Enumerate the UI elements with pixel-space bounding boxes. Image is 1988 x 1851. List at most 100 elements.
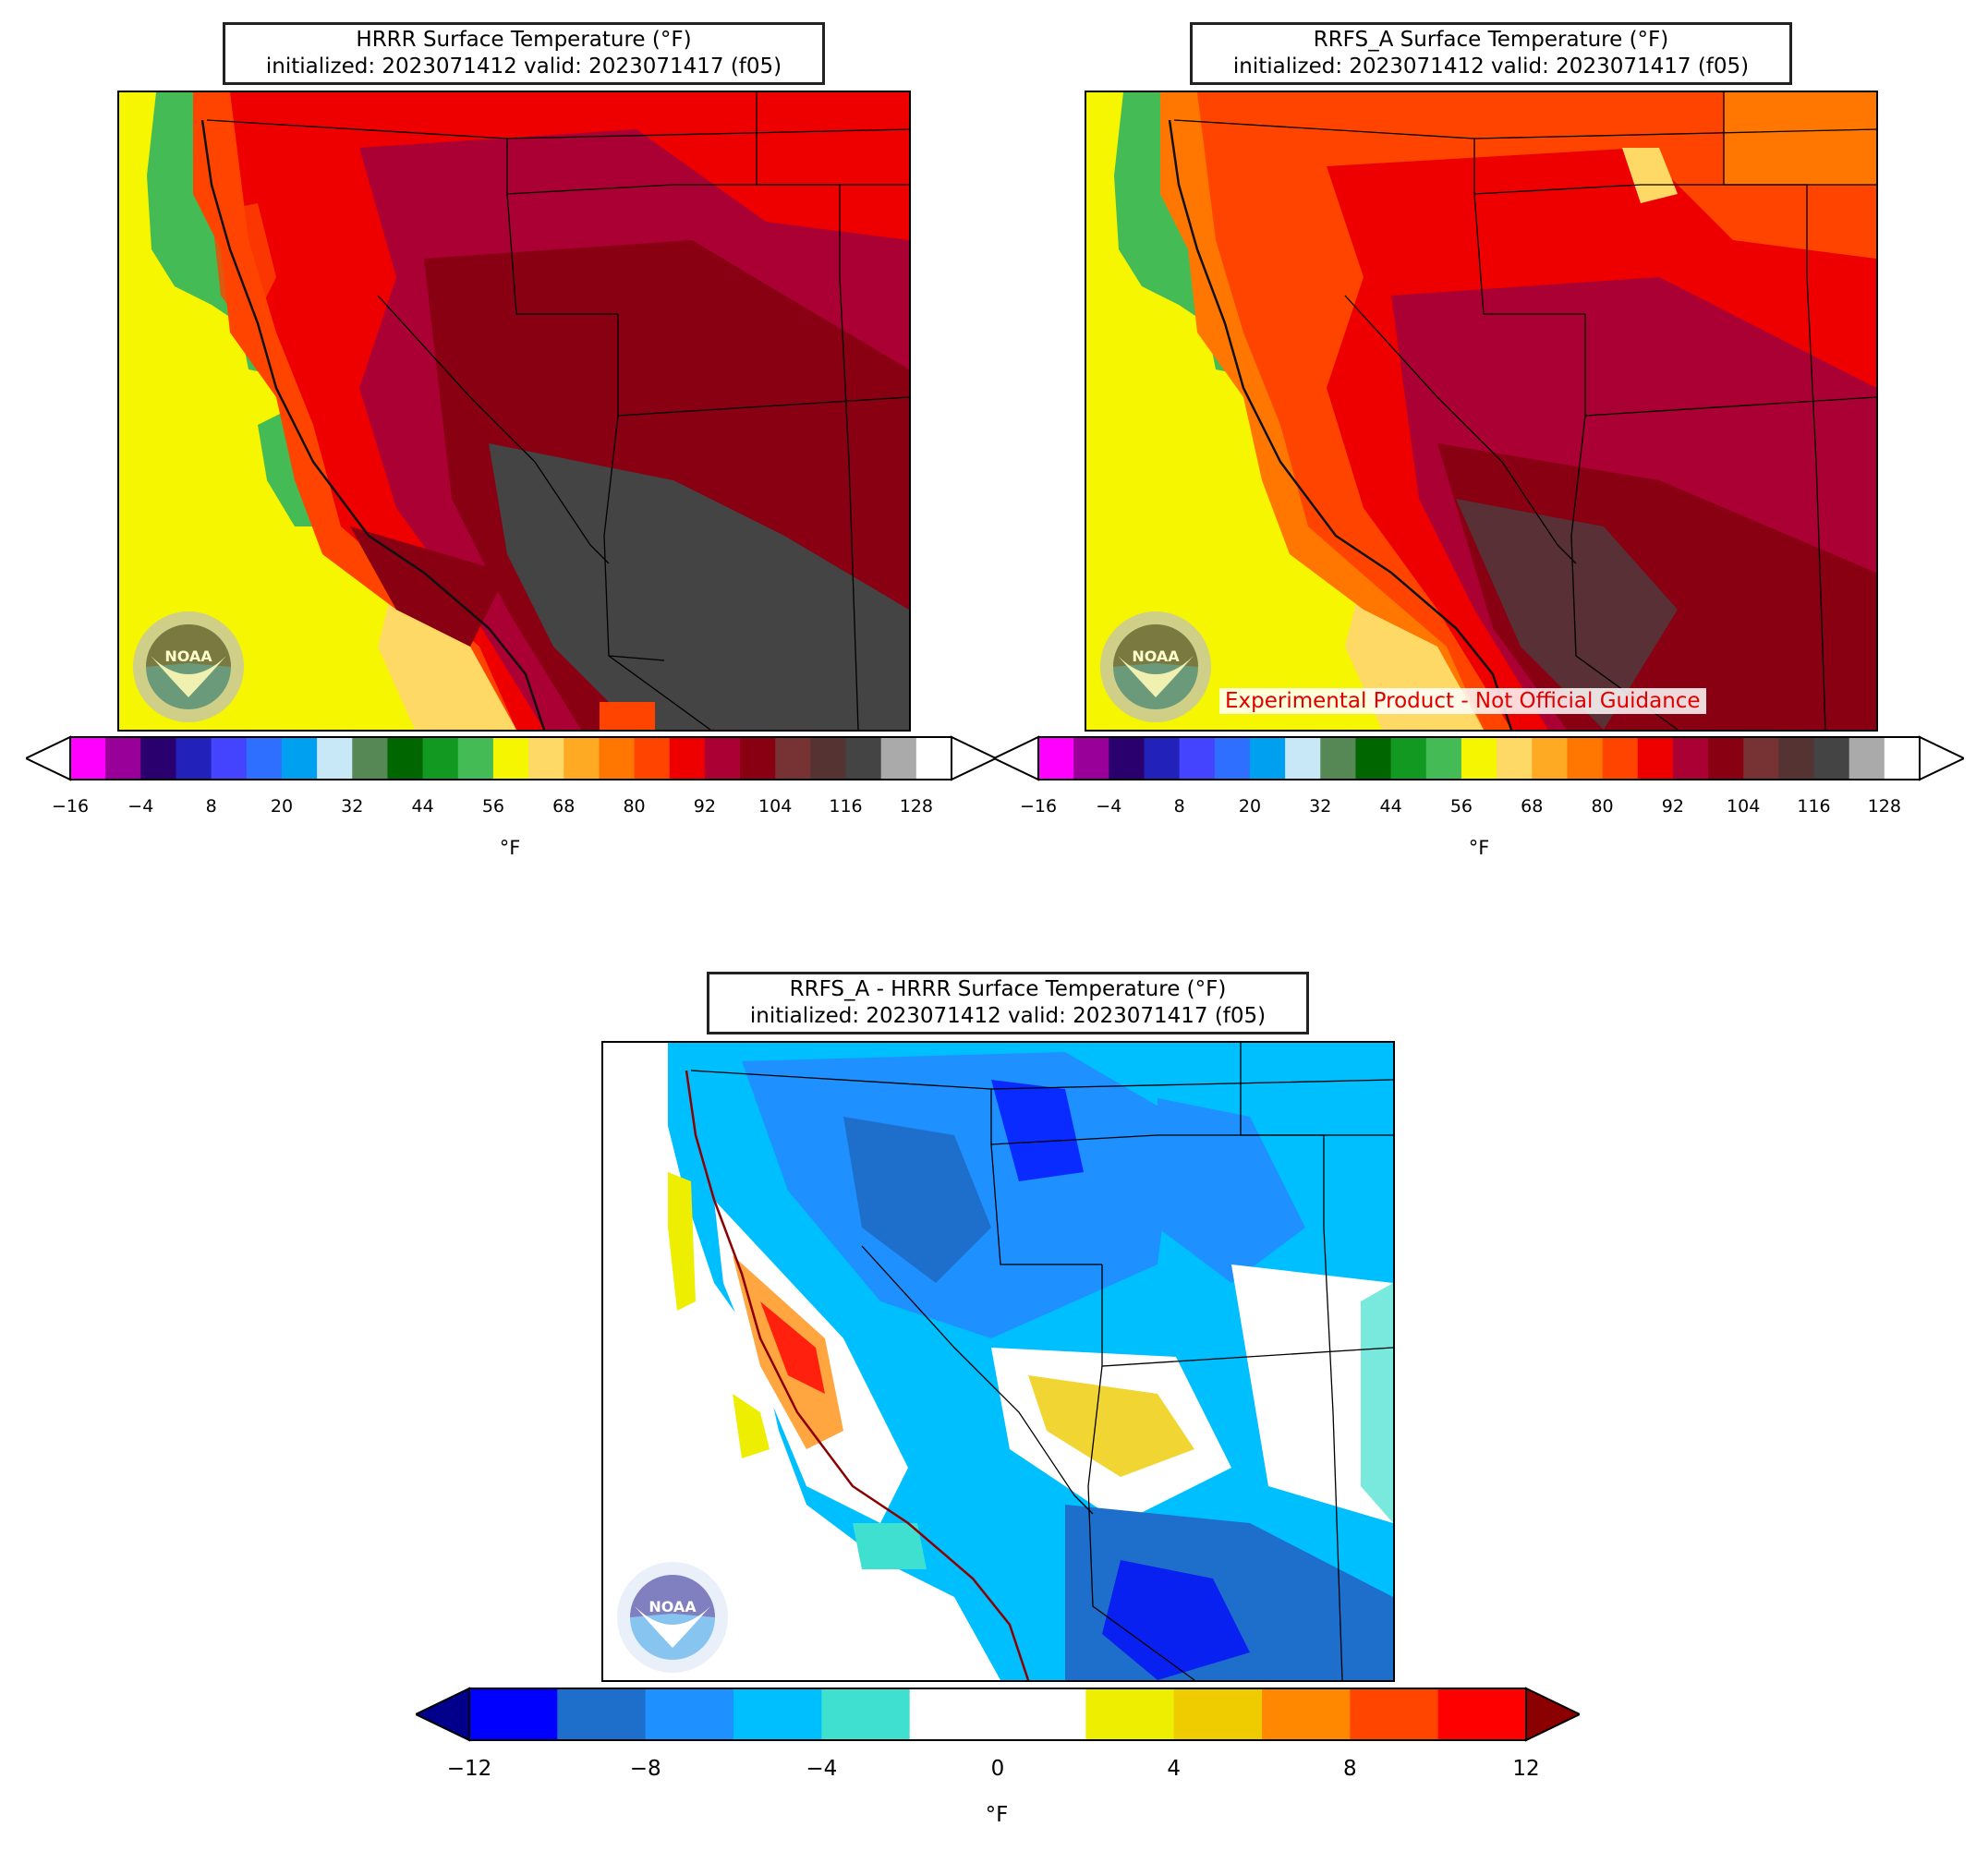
rrfs-colorbar-tick-label: 56 <box>1449 796 1473 817</box>
rrfs-colorbar-tick-label: 80 <box>1591 796 1614 817</box>
hrrr-colorbar-segment <box>564 737 600 780</box>
rrfs-colorbar-segment <box>1461 737 1497 780</box>
diff-colorbar-tick-label: 12 <box>1512 1757 1540 1781</box>
rrfs-colorbar-segment <box>1532 737 1568 780</box>
diff-title: RRFS_A - HRRR Surface Temperature (°F) i… <box>707 972 1309 1034</box>
hrrr-colorbar-segment <box>140 737 176 780</box>
diff-colorbar-extend-low <box>416 1687 470 1742</box>
hrrr-colorbar-segment <box>669 737 706 780</box>
diff-colorbar-segment <box>1262 1688 1351 1740</box>
rrfs-colorbar-segment <box>1567 737 1604 780</box>
hrrr-noaa-logo: NOAA <box>123 610 254 724</box>
hrrr-colorbar-tick-label: 32 <box>341 796 364 817</box>
hrrr-colorbar-segment <box>281 737 318 780</box>
rrfs-noaa-logo-text: NOAA <box>1132 647 1180 665</box>
diff-colorbar-segment <box>1173 1688 1263 1740</box>
rrfs-colorbar-tick-label: 128 <box>1867 796 1901 817</box>
diff-colorbar-segment <box>998 1688 1086 1740</box>
diff-colorbar-unit: °F <box>985 1803 1009 1827</box>
rrfs-title-line2: initialized: 2023071412 valid: 202307141… <box>1232 54 1750 79</box>
rrfs-colorbar-segment <box>1497 737 1533 780</box>
diff-map: NOAA <box>601 1041 1395 1682</box>
diff-colorbar-segment <box>1085 1688 1175 1740</box>
hrrr-colorbar-segment <box>634 737 671 780</box>
diff-colorbar-tick-label: 0 <box>990 1757 1005 1781</box>
rrfs-colorbar-tick-label: 68 <box>1521 796 1544 817</box>
hrrr-colorbar-segment <box>704 737 741 780</box>
hrrr-colorbar-segment <box>775 737 811 780</box>
diff-colorbar-segment <box>733 1688 822 1740</box>
hrrr-colorbar-segment <box>915 737 952 780</box>
rrfs-colorbar-segment <box>1637 737 1674 780</box>
rrfs-colorbar-segment <box>1038 737 1074 780</box>
diff-colorbar-segment <box>1437 1688 1527 1740</box>
hrrr-colorbar-segment <box>211 737 248 780</box>
hrrr-colorbar-segment <box>457 737 494 780</box>
rrfs-colorbar-segment <box>1425 737 1462 780</box>
rrfs-title: RRFS_A Surface Temperature (°F) initiali… <box>1190 22 1792 85</box>
diff-noaa-logo: NOAA <box>607 1560 738 1675</box>
diff-colorbar <box>416 1687 1580 1742</box>
diff-noaa-logo-text: NOAA <box>649 1598 697 1615</box>
diff-colorbar-tick-label: 8 <box>1343 1757 1357 1781</box>
rrfs-colorbar-segment <box>1672 737 1709 780</box>
diff-title-line2: initialized: 2023071412 valid: 202307141… <box>749 1004 1267 1028</box>
rrfs-colorbar-segment <box>1778 737 1815 780</box>
rrfs-colorbar-segment <box>1285 737 1321 780</box>
diff-colorbar-tick-label: 4 <box>1167 1757 1181 1781</box>
diff-colorbar-tick-label: −4 <box>806 1757 838 1781</box>
hrrr-colorbar-segment <box>246 737 283 780</box>
hrrr-colorbar-segment <box>599 737 636 780</box>
rrfs-colorbar-segment <box>1355 737 1392 780</box>
rrfs-colorbar-segment <box>1144 737 1181 780</box>
rrfs-colorbar-segment <box>1320 737 1356 780</box>
diff-colorbar-segment <box>1350 1688 1439 1740</box>
diff-colorbar-extend-high <box>1525 1687 1580 1742</box>
diff-colorbar-tick-label: −12 <box>446 1757 492 1781</box>
hrrr-colorbar-tick-label: −16 <box>51 796 90 817</box>
rrfs-colorbar-segment <box>1708 737 1744 780</box>
hrrr-colorbar-tick-label: 80 <box>623 796 646 817</box>
rrfs-colorbar-tick-label: 104 <box>1727 796 1761 817</box>
rrfs-colorbar-segment <box>1249 737 1286 780</box>
rrfs-colorbar-segment <box>1073 737 1109 780</box>
rrfs-colorbar-tick-label: −16 <box>1019 796 1058 817</box>
rrfs-title-line1: RRFS_A Surface Temperature (°F) <box>1313 28 1669 52</box>
hrrr-colorbar-segment <box>845 737 882 780</box>
hrrr-colorbar <box>26 735 996 781</box>
diff-colorbar-segment <box>469 1688 558 1740</box>
hrrr-colorbar-segment <box>422 737 459 780</box>
hrrr-colorbar-segment <box>176 737 212 780</box>
hrrr-colorbar-tick-label: 68 <box>552 796 576 817</box>
hrrr-colorbar-segment <box>352 737 388 780</box>
hrrr-colorbar-tick-label: 116 <box>829 796 863 817</box>
hrrr-map: NOAA <box>117 91 911 732</box>
hrrr-colorbar-tick-label: 104 <box>758 796 793 817</box>
diff-colorbar-segment <box>557 1688 647 1740</box>
hrrr-colorbar-tick-label: −4 <box>127 796 154 817</box>
hrrr-noaa-logo-text: NOAA <box>164 647 212 665</box>
rrfs-colorbar-segment <box>1109 737 1145 780</box>
hrrr-colorbar-tick-label: 92 <box>693 796 716 817</box>
experimental-note: Experimental Product - Not Official Guid… <box>1219 688 1706 714</box>
rrfs-map: NOAA Experimental Product - Not Official… <box>1085 91 1878 732</box>
hrrr-colorbar-unit: °F <box>499 837 521 859</box>
hrrr-colorbar-segment <box>740 737 776 780</box>
hrrr-colorbar-segments <box>70 737 952 780</box>
rrfs-colorbar-tick-label: 32 <box>1309 796 1332 817</box>
hrrr-colorbar-tick-label: 20 <box>270 796 294 817</box>
hrrr-colorbar-segment <box>492 737 529 780</box>
rrfs-colorbar-tick-label: 20 <box>1238 796 1262 817</box>
rrfs-colorbar-tick-label: 44 <box>1379 796 1402 817</box>
hrrr-colorbar-segment <box>387 737 424 780</box>
rrfs-colorbar-segment <box>1743 737 1779 780</box>
rrfs-colorbar-tick-label: 8 <box>1173 796 1185 817</box>
hrrr-colorbar-segment <box>105 737 141 780</box>
rrfs-colorbar-extend-low <box>994 735 1039 781</box>
rrfs-colorbar-segment <box>1179 737 1216 780</box>
hrrr-colorbar-segment <box>880 737 917 780</box>
hrrr-colorbar-tick-label: 128 <box>899 796 933 817</box>
hrrr-colorbar-segment <box>528 737 564 780</box>
hrrr-title: HRRR Surface Temperature (°F) initialize… <box>223 22 825 85</box>
hrrr-colorbar-tick-label: 8 <box>205 796 217 817</box>
